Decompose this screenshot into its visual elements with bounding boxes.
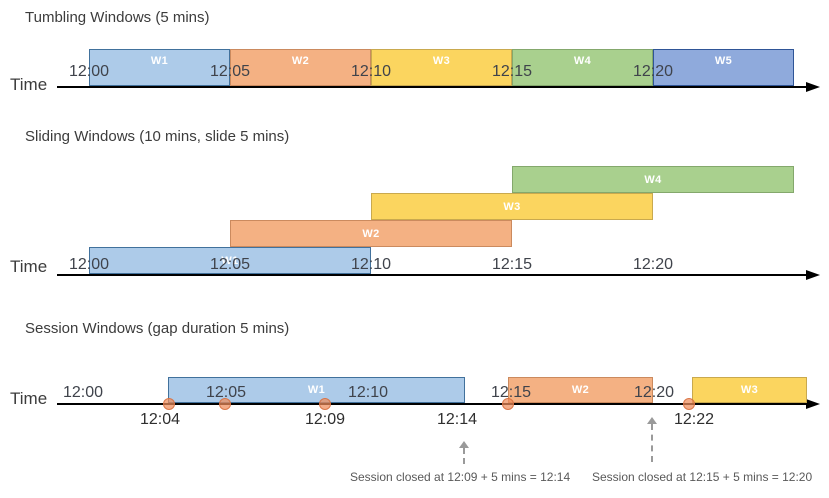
sliding-window-w2: W2 — [230, 220, 512, 247]
session-window-w1: W1 — [168, 377, 465, 403]
session-closed-annotation-1: Session closed at 12:09 + 5 mins = 12:14 — [350, 470, 571, 484]
tumbling-tick-1200: 12:00 — [68, 63, 110, 80]
dashed-arrow-line — [651, 424, 653, 462]
window-label: W3 — [432, 55, 451, 67]
window-label: W4 — [573, 55, 592, 67]
dashed-arrow-up-icon — [647, 417, 657, 424]
sliding-tick-1210: 12:10 — [350, 256, 392, 273]
tumbling-time-axis — [57, 86, 806, 88]
dashed-arrow-line — [463, 448, 465, 464]
session-title: Session Windows (gap duration 5 mins) — [25, 320, 290, 337]
tumbling-tick-1220: 12:20 — [632, 63, 674, 80]
window-label: W1 — [221, 254, 239, 267]
session-window-w2: W2 — [508, 377, 653, 403]
session-time-label: Time — [10, 389, 48, 408]
sliding-window-w3: W3 — [371, 193, 653, 220]
window-label: W2 — [291, 55, 310, 67]
session-tick-1200: 12:00 — [62, 384, 104, 401]
tumbling-axis-arrow-icon — [806, 82, 820, 92]
event-time-label-1222: 12:22 — [673, 411, 715, 428]
dashed-arrow-up-icon — [459, 441, 469, 448]
event-marker-1204 — [163, 398, 175, 410]
window-label: W5 — [714, 55, 733, 67]
session-tick-1215: 12:15 — [490, 384, 532, 401]
event-time-label-1204: 12:04 — [139, 411, 181, 428]
sliding-axis-arrow-icon — [806, 270, 820, 280]
tumbling-window-w4: W4 — [512, 49, 653, 86]
event-time-label-1214: 12:14 — [436, 411, 478, 428]
tumbling-time-label: Time — [10, 75, 48, 94]
window-label: W1 — [307, 384, 326, 396]
window-label: W3 — [503, 200, 521, 213]
sliding-tick-1200: 12:00 — [68, 256, 110, 273]
tumbling-window-w1: W1 — [89, 49, 230, 86]
window-label: W4 — [644, 173, 662, 186]
event-marker-1222 — [683, 398, 695, 410]
session-time-axis — [57, 403, 806, 405]
sliding-window-w1: W1 — [89, 247, 371, 274]
window-label: W1 — [150, 55, 169, 67]
sliding-time-axis — [57, 274, 806, 276]
event-time-label-1209: 12:09 — [304, 411, 346, 428]
tumbling-window-w3: W3 — [371, 49, 512, 86]
event-marker-1209 — [319, 398, 331, 410]
sliding-time-label: Time — [10, 257, 48, 276]
session-tick-1210: 12:10 — [347, 384, 389, 401]
session-axis-arrow-icon — [806, 399, 820, 409]
window-label: W2 — [571, 384, 590, 396]
tumbling-tick-1210: 12:10 — [350, 63, 392, 80]
window-label: W2 — [362, 227, 380, 240]
sliding-window-w4: W4 — [512, 166, 794, 193]
sliding-title: Sliding Windows (10 mins, slide 5 mins) — [25, 128, 290, 145]
session-tick-1205: 12:05 — [205, 384, 247, 401]
sliding-tick-1205: 12:05 — [209, 256, 251, 273]
window-label: W3 — [740, 384, 759, 396]
tumbling-tick-1215: 12:15 — [491, 63, 533, 80]
tumbling-window-w2: W2 — [230, 49, 371, 86]
session-window-w3: W3 — [692, 377, 807, 403]
tumbling-title: Tumbling Windows (5 mins) — [25, 9, 210, 26]
session-closed-annotation-2: Session closed at 12:15 + 5 mins = 12:20 — [592, 470, 813, 484]
tumbling-window-w5: W5 — [653, 49, 794, 86]
event-marker-1205 — [219, 398, 231, 410]
event-marker-1215 — [502, 398, 514, 410]
session-tick-1220: 12:20 — [633, 384, 675, 401]
sliding-tick-1220: 12:20 — [632, 256, 674, 273]
sliding-tick-1215: 12:15 — [491, 256, 533, 273]
tumbling-tick-1205: 12:05 — [209, 63, 251, 80]
